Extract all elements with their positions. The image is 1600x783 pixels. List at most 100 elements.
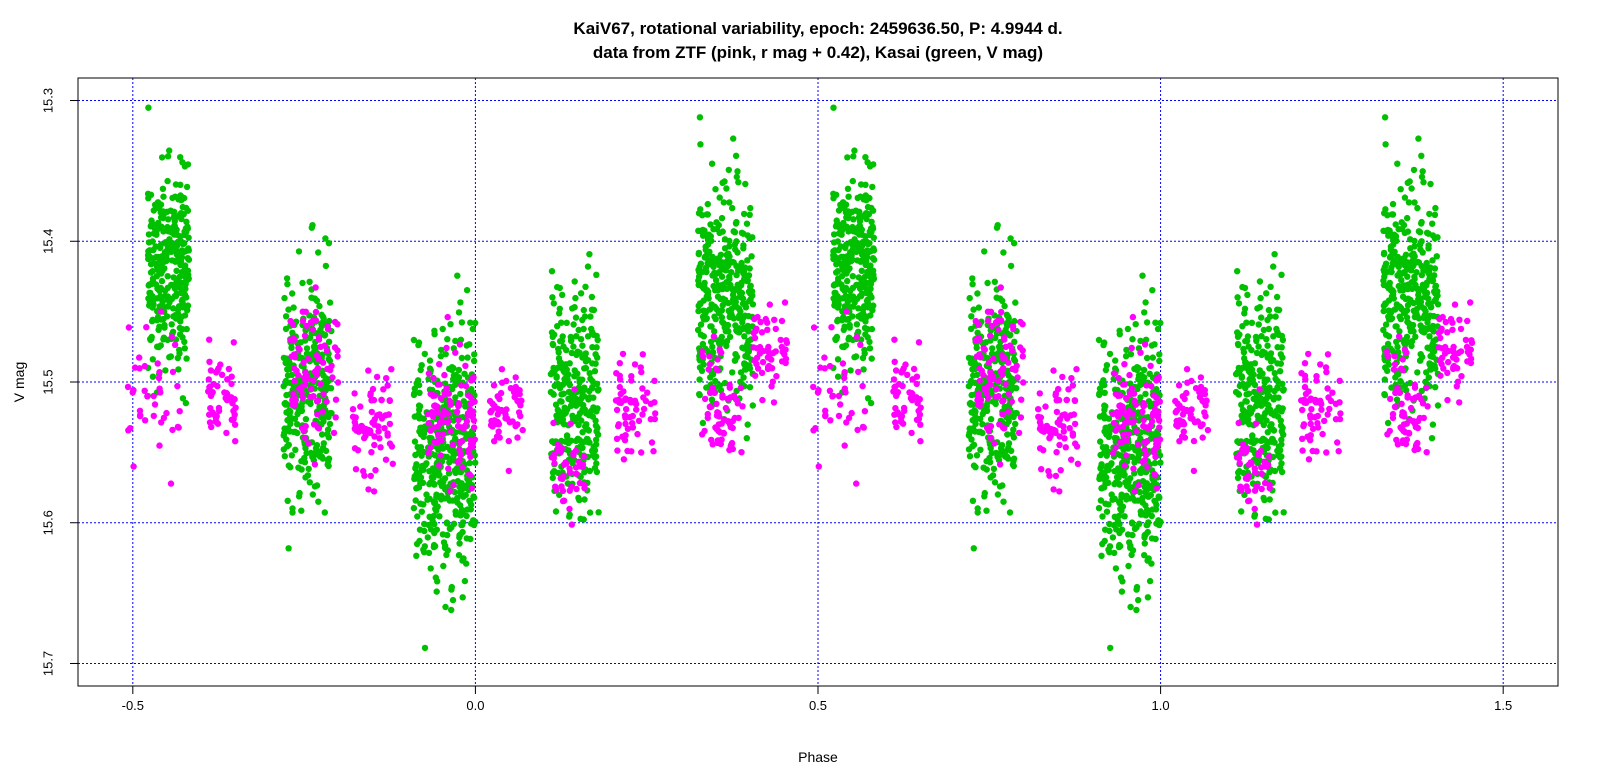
data-point	[995, 377, 1002, 385]
data-point	[1256, 304, 1264, 311]
data-point	[734, 249, 741, 256]
data-point	[412, 465, 419, 472]
data-point	[1392, 306, 1399, 313]
data-point	[1275, 331, 1283, 338]
data-point	[1437, 334, 1444, 342]
data-point	[1127, 603, 1134, 611]
data-point	[1270, 263, 1277, 270]
data-point	[1069, 382, 1077, 389]
data-point	[349, 406, 357, 413]
data-point	[1141, 456, 1149, 464]
data-point	[163, 409, 170, 417]
data-point	[416, 389, 423, 396]
data-point	[1408, 338, 1416, 345]
data-point	[571, 415, 578, 423]
data-point	[624, 425, 632, 432]
data-point	[1238, 373, 1246, 380]
data-point	[1457, 325, 1465, 333]
data-point	[726, 253, 733, 260]
data-point	[1122, 452, 1130, 459]
data-point	[993, 294, 1000, 301]
data-point	[1390, 295, 1398, 302]
data-point	[467, 394, 475, 401]
data-point	[289, 396, 296, 404]
data-point	[324, 325, 332, 333]
data-point	[1437, 372, 1444, 379]
data-point	[588, 293, 596, 301]
data-point	[849, 177, 856, 185]
data-point	[581, 365, 588, 372]
data-point	[1015, 429, 1023, 437]
data-point	[1130, 465, 1137, 472]
data-point	[990, 440, 998, 447]
data-point	[1412, 259, 1420, 266]
data-point	[1096, 391, 1103, 399]
data-point	[1337, 410, 1344, 417]
data-point	[719, 228, 726, 235]
data-point	[1129, 313, 1137, 321]
data-point	[1046, 434, 1053, 442]
data-point	[301, 381, 309, 388]
data-point	[835, 280, 843, 287]
data-point	[740, 230, 747, 237]
data-point	[1380, 307, 1387, 315]
data-point	[457, 531, 464, 538]
data-point	[1120, 431, 1127, 438]
data-point	[168, 334, 175, 341]
series-green-points	[144, 104, 1442, 652]
data-point	[1403, 387, 1410, 394]
data-point	[424, 496, 431, 503]
data-point	[1449, 326, 1456, 333]
data-point	[452, 349, 459, 356]
data-point	[781, 299, 789, 306]
data-point	[1391, 353, 1398, 360]
data-point	[557, 448, 564, 456]
data-point	[498, 366, 506, 373]
data-point	[1381, 376, 1389, 383]
data-point	[505, 437, 512, 445]
data-point	[915, 339, 923, 346]
data-point	[145, 239, 153, 246]
data-point	[1411, 384, 1419, 391]
data-point	[976, 377, 983, 385]
data-point	[302, 474, 309, 481]
data-point	[1391, 361, 1399, 368]
data-point	[868, 294, 875, 301]
data-point	[1204, 426, 1212, 434]
data-point	[1112, 390, 1120, 398]
data-point	[1131, 488, 1139, 495]
data-point	[1143, 480, 1151, 487]
data-point	[579, 376, 586, 383]
data-point	[1420, 414, 1428, 422]
data-point	[723, 285, 731, 292]
data-point	[1232, 388, 1240, 396]
data-point	[1381, 210, 1388, 217]
data-point	[699, 419, 707, 427]
data-point	[1301, 360, 1309, 367]
data-point	[966, 294, 973, 302]
data-point	[299, 317, 307, 325]
data-point	[846, 265, 853, 272]
data-point	[1126, 371, 1133, 379]
data-point	[616, 360, 623, 367]
data-point	[553, 486, 560, 494]
data-point	[1263, 336, 1270, 343]
data-point	[694, 326, 702, 334]
data-point	[1017, 344, 1024, 351]
data-point	[1238, 508, 1245, 515]
data-point	[455, 552, 463, 559]
data-point	[1012, 420, 1019, 428]
data-point	[466, 472, 474, 479]
data-point	[850, 153, 857, 160]
data-point	[715, 221, 722, 229]
data-point	[720, 429, 727, 437]
data-point	[289, 290, 296, 297]
data-point	[1143, 319, 1151, 326]
data-point	[848, 409, 855, 417]
data-point	[747, 204, 754, 212]
data-point	[181, 228, 188, 235]
data-point	[551, 450, 559, 458]
data-point	[136, 407, 144, 414]
chart-title: KaiV67, rotational variability, epoch: 2…	[573, 19, 1062, 38]
data-point	[1005, 390, 1012, 397]
